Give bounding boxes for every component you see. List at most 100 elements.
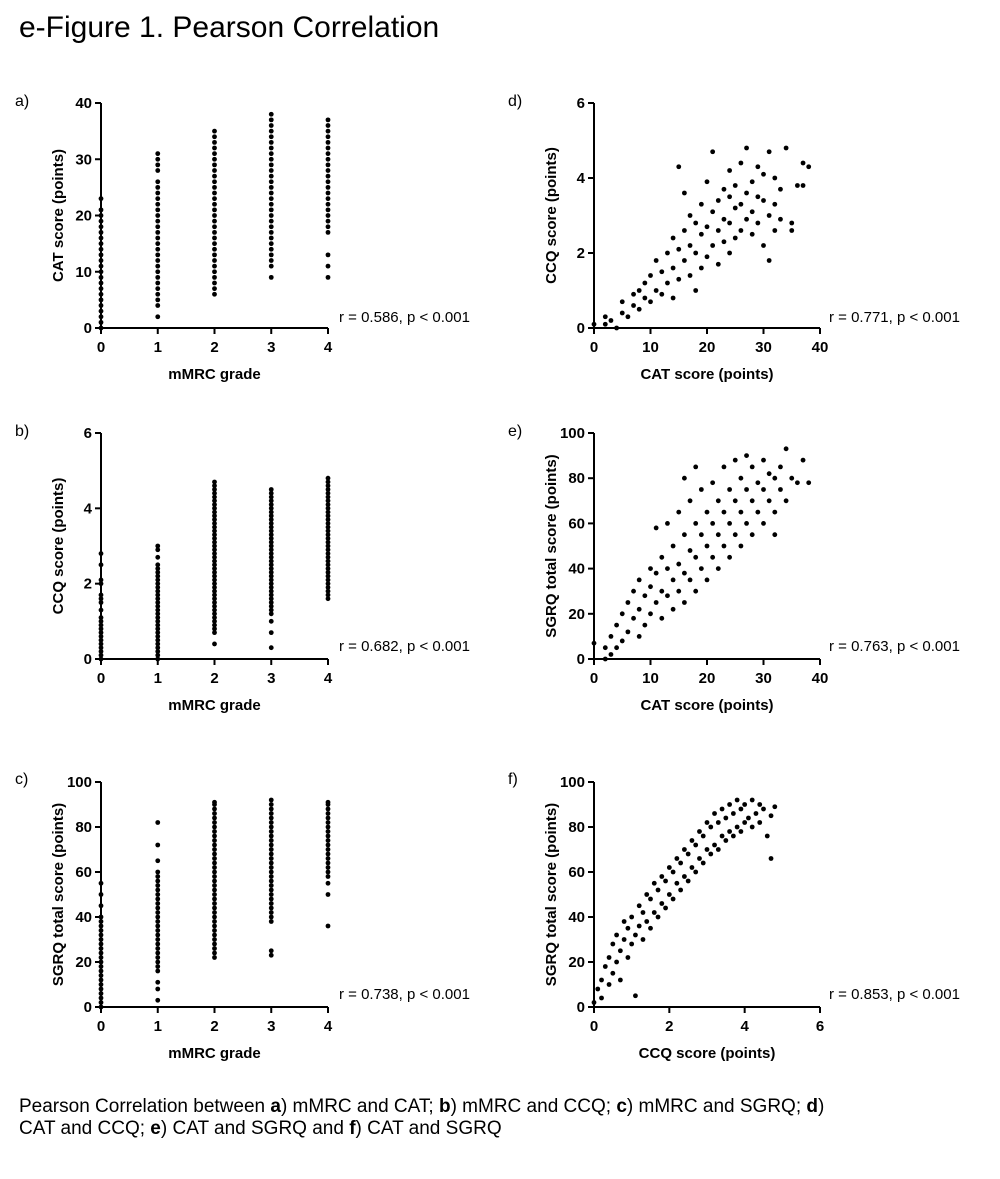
data-point-b: [212, 490, 217, 496]
data-point-e: [778, 487, 783, 492]
data-point-d: [772, 228, 778, 233]
data-point-d: [789, 228, 795, 233]
data-point-f: [610, 970, 616, 976]
data-point-c: [325, 865, 331, 870]
data-point-e: [608, 634, 614, 639]
data-point-f: [621, 937, 627, 942]
data-point-e: [698, 487, 704, 492]
data-point-e: [795, 480, 800, 486]
panel-label-b: b): [15, 423, 30, 440]
data-point-c: [325, 842, 331, 848]
data-point-c: [155, 923, 161, 929]
data-point-a: [325, 117, 331, 123]
data-point-e: [704, 577, 710, 583]
figure-caption: Pearson Correlation between a) mMRC and …: [19, 1096, 839, 1140]
data-point-a: [212, 168, 217, 173]
data-point-e: [631, 588, 636, 594]
data-point-c: [212, 946, 217, 951]
caption-text: Pearson Correlation between: [19, 1096, 271, 1117]
data-point-f: [742, 802, 748, 807]
data-point-b: [268, 630, 274, 636]
data-point-c: [212, 928, 217, 933]
data-point-b: [155, 588, 161, 594]
data-point-a: [155, 168, 161, 173]
data-point-d: [653, 258, 659, 263]
data-point-c: [155, 842, 161, 848]
data-point-f: [738, 806, 744, 812]
data-point-e: [693, 554, 699, 560]
data-point-e: [591, 640, 597, 646]
data-point-b: [212, 630, 217, 636]
data-point-a: [212, 246, 217, 252]
data-point-d: [766, 213, 772, 218]
data-point-c: [98, 964, 104, 969]
data-point-b: [98, 656, 104, 662]
data-point-f: [670, 896, 676, 902]
data-point-c: [325, 847, 331, 852]
data-point-b: [212, 569, 217, 575]
data-point-b: [268, 566, 274, 571]
data-point-a: [212, 291, 217, 297]
data-point-a: [268, 241, 274, 247]
data-point-a: [212, 139, 217, 145]
data-point-b: [268, 596, 274, 602]
data-point-f: [700, 860, 706, 866]
data-point-b: [325, 505, 331, 511]
data-point-d: [682, 228, 687, 233]
y-tick-label-e: 100: [560, 425, 585, 442]
data-point-b: [155, 577, 161, 583]
data-point-b: [325, 569, 331, 575]
data-point-c: [155, 878, 161, 884]
data-point-a: [155, 218, 161, 224]
caption-text: ) mMRC and CCQ;: [450, 1096, 617, 1117]
data-point-f: [730, 811, 736, 816]
data-point-d: [602, 321, 608, 327]
y-tick-label-f: 20: [568, 954, 585, 971]
data-point-e: [648, 584, 653, 590]
data-point-e: [631, 615, 636, 621]
data-point-c: [212, 901, 217, 906]
caption-text: ) mMRC and SGRQ;: [626, 1096, 807, 1117]
data-point-e: [648, 566, 653, 571]
data-point-b: [212, 517, 217, 523]
data-point-d: [614, 325, 619, 331]
data-point-b: [212, 603, 217, 609]
data-point-f: [629, 941, 635, 947]
data-point-a: [98, 218, 104, 224]
data-point-b: [155, 600, 161, 605]
data-point-a: [268, 134, 274, 140]
data-point-c: [268, 887, 274, 893]
data-point-d: [727, 250, 732, 256]
data-point-a: [212, 229, 217, 235]
data-point-b: [212, 562, 217, 568]
data-point-a: [155, 196, 161, 202]
caption-panel-letter: b: [438, 1096, 451, 1117]
data-point-b: [268, 524, 274, 530]
data-point-e: [682, 570, 687, 576]
data-point-f: [670, 869, 676, 875]
data-point-b: [98, 634, 104, 639]
data-point-e: [761, 521, 766, 526]
data-point-c: [155, 946, 161, 951]
data-point-b: [212, 600, 217, 605]
data-point-d: [727, 168, 732, 173]
data-point-a: [98, 319, 104, 325]
data-point-c: [268, 797, 274, 803]
data-point-c: [325, 811, 331, 816]
data-point-b: [325, 532, 331, 538]
data-point-a: [268, 117, 274, 123]
data-point-a: [98, 207, 104, 213]
data-point-b: [325, 573, 331, 579]
data-point-a: [325, 139, 331, 145]
data-point-d: [749, 209, 755, 215]
data-point-c: [212, 955, 217, 960]
data-point-d: [727, 194, 732, 200]
data-point-b: [212, 588, 217, 594]
data-point-c: [212, 905, 217, 911]
data-point-a: [212, 207, 217, 213]
data-point-b: [212, 607, 217, 613]
data-point-f: [730, 833, 736, 839]
data-point-a: [212, 190, 217, 196]
data-point-a: [98, 224, 104, 230]
data-point-b: [98, 600, 104, 605]
